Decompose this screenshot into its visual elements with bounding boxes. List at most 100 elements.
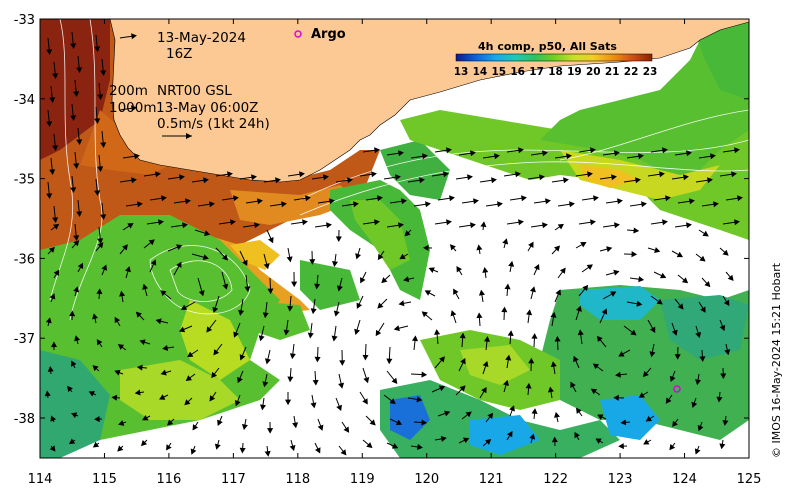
vector-arrowhead xyxy=(531,408,538,414)
vector-arrowhead xyxy=(395,174,401,181)
vector-arrowhead xyxy=(531,333,538,339)
vector-arrowhead xyxy=(347,177,353,184)
vector-arrowhead xyxy=(618,443,624,450)
vector-arrowhead xyxy=(503,379,509,387)
vector-arrowhead xyxy=(595,438,602,444)
vector-arrowhead xyxy=(221,254,229,261)
vector-arrowhead xyxy=(234,400,241,407)
vector-arrowhead xyxy=(202,254,209,261)
vector-arrowhead xyxy=(209,395,216,402)
vector-arrowhead xyxy=(672,420,678,428)
vector-arrowhead xyxy=(633,227,640,234)
vector-arrowhead xyxy=(566,153,572,160)
vector-arrowhead xyxy=(470,222,476,229)
x-tick-label: 116 xyxy=(156,472,181,487)
vector-arrowhead xyxy=(73,240,80,247)
vector-arrowhead xyxy=(100,70,107,77)
vector-arrowhead xyxy=(192,424,199,431)
vector-arrowhead xyxy=(439,356,445,363)
vector-arrowhead xyxy=(389,398,396,405)
vector-arrowhead xyxy=(547,386,554,393)
vector-arrowhead xyxy=(614,222,620,229)
vector-arrowhead xyxy=(449,195,455,202)
vector-arrowhead xyxy=(94,190,101,197)
vector-arrowhead xyxy=(73,91,80,98)
vector-arrowhead xyxy=(283,329,290,336)
vector-arrowhead xyxy=(310,402,317,409)
vector-arrowhead xyxy=(314,283,321,290)
vector-arrowhead xyxy=(554,411,560,418)
vector-arrowhead xyxy=(606,246,613,253)
vector-arrowhead xyxy=(323,174,329,181)
colorbar: 4h comp, p50, All Sats 13 14 15 16 17 18 19 20 2… xyxy=(454,40,658,78)
vector-arrowhead xyxy=(659,272,667,279)
vector-arrowhead xyxy=(719,324,726,332)
vector-arrowhead xyxy=(720,373,727,380)
vector-arrowhead xyxy=(267,288,274,295)
vector-arrowhead xyxy=(92,365,99,372)
x-tick-label: 118 xyxy=(285,472,310,487)
vector-arrowhead xyxy=(289,353,296,360)
vector-arrowhead xyxy=(73,163,80,170)
vector-arrowhead xyxy=(689,198,695,205)
vector-arrowhead xyxy=(52,145,59,152)
vector-arrowhead xyxy=(470,150,476,157)
colorbar-label: 14 xyxy=(473,66,488,78)
vector-arrowhead xyxy=(645,415,652,422)
vector-arrowhead xyxy=(662,147,668,154)
vector-arrowhead xyxy=(481,386,487,394)
vector-arrowhead xyxy=(450,310,457,317)
vector-arrowhead xyxy=(354,328,360,335)
x-tick-label: 114 xyxy=(28,472,53,487)
vector-arrowhead xyxy=(453,288,459,295)
vector-arrowhead xyxy=(374,219,380,226)
vector-arrowhead xyxy=(386,358,393,365)
vector-arrowhead xyxy=(244,286,251,293)
vector-arrowhead xyxy=(618,351,625,357)
vector-arrowhead xyxy=(377,195,383,202)
vector-arrowhead xyxy=(460,358,466,365)
vector-arrowhead xyxy=(97,166,104,173)
vector-arrowhead xyxy=(161,195,167,202)
vector-arrowhead xyxy=(734,219,740,226)
vector-arrowhead xyxy=(734,147,740,154)
vector-arrowhead xyxy=(416,396,423,403)
x-tick-label: 119 xyxy=(350,472,375,487)
vector-arrowhead xyxy=(722,249,729,256)
vector-arrowhead xyxy=(312,379,319,386)
vector-arrowhead xyxy=(473,198,479,205)
vector-arrowhead xyxy=(425,201,431,208)
vector-arrowhead xyxy=(134,153,140,160)
vector-arrowhead xyxy=(375,329,382,337)
vector-arrowhead xyxy=(719,443,726,450)
vector-arrowhead xyxy=(724,349,731,356)
vector-arrowhead xyxy=(227,171,233,178)
vector-arrowhead xyxy=(360,277,366,284)
vector-arrowhead xyxy=(459,385,466,392)
vector-arrowhead xyxy=(630,329,637,336)
vector-arrowhead xyxy=(504,283,511,290)
vector-arrowhead xyxy=(239,447,246,454)
vector-arrowhead xyxy=(101,264,108,271)
vector-arrowhead xyxy=(391,377,398,384)
sst-field xyxy=(40,19,749,458)
vector-arrowhead xyxy=(264,358,271,365)
vector-arrowhead xyxy=(722,419,729,426)
colorbar-label: 21 xyxy=(605,66,620,78)
vector-arrowhead xyxy=(642,370,649,378)
vector-arrowhead xyxy=(134,389,141,396)
vector-arrowhead xyxy=(362,354,369,361)
vector-arrowhead xyxy=(563,177,569,184)
vector-arrowhead xyxy=(142,283,149,290)
vector-arrowhead xyxy=(559,267,566,274)
vector-arrowhead xyxy=(100,214,107,221)
vector-arrowhead xyxy=(131,33,137,40)
vector-arrowhead xyxy=(586,264,593,271)
vector-arrowhead xyxy=(222,283,229,290)
vector-arrowhead xyxy=(239,354,246,361)
vector-arrowhead xyxy=(381,277,388,284)
vector-arrowhead xyxy=(122,244,128,251)
vector-arrowhead xyxy=(114,316,121,324)
vector-arrowhead xyxy=(691,401,698,408)
